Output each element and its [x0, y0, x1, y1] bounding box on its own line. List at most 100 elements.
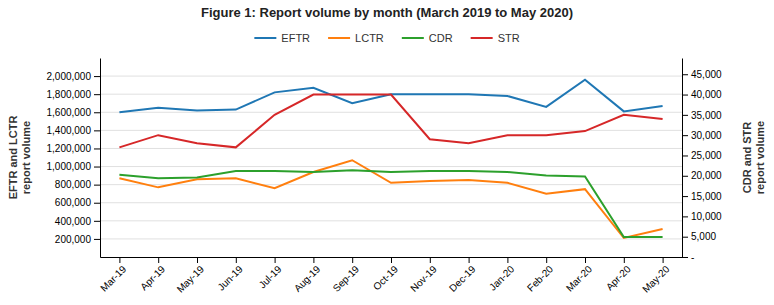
x-tick-mark [158, 257, 159, 263]
y-tick-mark [94, 203, 100, 204]
x-tick: Jul-19 [257, 257, 284, 290]
y2-tick: 15,000 [682, 191, 722, 202]
series-lines [119, 80, 662, 238]
y2-tick-label: 15,000 [691, 191, 722, 202]
x-tick-label: Mar-20 [564, 263, 594, 293]
x-tick-mark [507, 257, 508, 263]
y2-tick: 5,000 [682, 231, 716, 242]
y2-tick-label: 5,000 [691, 231, 716, 242]
legend-item: STR [471, 32, 520, 44]
y2-tick-label: 35,000 [691, 110, 722, 121]
y2-tick: 35,000 [682, 110, 722, 121]
y2-tick: 30,000 [682, 130, 722, 141]
y-tick-mark [94, 185, 100, 186]
x-tick-mark [313, 257, 314, 263]
legend-item: LCTR [328, 32, 384, 44]
legend-label: CDR [429, 32, 453, 44]
y-tick: 1,800,000 [47, 89, 101, 100]
legend-label: STR [498, 32, 520, 44]
x-tick: Aug-19 [292, 257, 323, 294]
y-tick-label: 1,200,000 [47, 143, 92, 154]
x-tick-label: Mar-19 [98, 263, 128, 293]
y-tick: 1,400,000 [47, 125, 101, 136]
y-tick-label: 400,000 [55, 216, 92, 227]
x-tick-label: Dec-19 [447, 263, 478, 294]
x-tick: Jan-20 [487, 257, 517, 293]
grid [100, 76, 682, 239]
x-tick-label: Jan-20 [487, 263, 517, 293]
x-tick: Apr-19 [138, 257, 167, 292]
y-tick-label: 1,600,000 [47, 107, 92, 118]
y-tick-mark [94, 167, 100, 168]
x-tick-mark [624, 257, 625, 263]
x-tick-mark [197, 257, 198, 263]
x-tick-label: Nov-19 [408, 263, 439, 294]
y-tick-mark [94, 221, 100, 222]
y-tick-mark [94, 94, 100, 95]
grid-line [100, 220, 682, 221]
x-tick-label: Feb-20 [525, 263, 555, 293]
x-tick: Oct-19 [371, 257, 400, 292]
y2-tick-mark [682, 237, 688, 238]
y2-tick-label: 45,000 [691, 69, 722, 80]
grid-line [100, 130, 682, 131]
y-axis: 200,000400,000600,000800,0001,000,0001,2… [47, 59, 101, 258]
y-tick: 800,000 [55, 179, 100, 190]
title: Figure 1: Report volume by month (March … [201, 5, 573, 20]
y-tick-mark [94, 130, 100, 131]
y2-tick-mark [682, 74, 688, 75]
legend-label: EFTR [281, 32, 310, 44]
y2-tick: 20,000 [682, 170, 722, 181]
grid-line [100, 184, 682, 185]
y-tick: 2,000,000 [47, 71, 101, 82]
y2-tick-label: 10,000 [691, 211, 722, 222]
x-tick: Sep-19 [331, 257, 362, 294]
plot: 200,000400,000600,000800,0001,000,0001,2… [47, 59, 723, 295]
x-tick-label: Oct-19 [371, 263, 400, 292]
y2-tick: 45,000 [682, 69, 722, 80]
y-tick-label: 800,000 [55, 179, 92, 190]
x-tick-label: May-20 [640, 263, 672, 295]
y2-tick-label: 25,000 [691, 150, 722, 161]
x-tick: Apr-20 [604, 257, 633, 292]
series-line [119, 95, 662, 148]
x-tick-mark [275, 257, 276, 263]
y2-tick-mark [682, 216, 688, 217]
legend-swatch [328, 37, 350, 39]
x-tick-mark [391, 257, 392, 263]
x-tick-mark [236, 257, 237, 263]
x-tick-label: Sep-19 [331, 263, 362, 294]
legend-swatch [254, 37, 276, 39]
y-tick-mark [94, 112, 100, 113]
y2-tick: 10,000 [682, 211, 722, 222]
x-tick-mark [352, 257, 353, 263]
x-tick-mark [430, 257, 431, 263]
y2-axis-title: CDR and STRreport volume [741, 121, 766, 194]
grid-line [100, 166, 682, 167]
x-tick: Nov-19 [408, 257, 439, 294]
x-tick-label: Apr-19 [138, 263, 167, 292]
x-tick-mark [469, 257, 470, 263]
grid-line [100, 148, 682, 149]
y-tick: 600,000 [55, 197, 100, 208]
grid-line [100, 76, 682, 77]
y2-tick-label: - [691, 252, 694, 263]
y-tick-label: 1,000,000 [47, 161, 92, 172]
y-tick: 1,000,000 [47, 161, 101, 172]
legend-item: CDR [402, 32, 453, 44]
legend: EFTR LCTR CDR STR [254, 32, 519, 44]
x-tick: Dec-19 [447, 257, 478, 294]
y-tick-mark [94, 76, 100, 77]
grid-line [100, 112, 682, 113]
x-tick-mark [546, 257, 547, 263]
x-tick-mark [585, 257, 586, 263]
y2-tick: - [682, 252, 694, 263]
y2-tick-mark [682, 176, 688, 177]
x-tick: May-20 [640, 257, 672, 295]
y-tick-label: 600,000 [55, 197, 92, 208]
x-tick-label: Jul-19 [257, 263, 284, 290]
y2-tick-label: 40,000 [691, 89, 722, 100]
x-tick-mark [663, 257, 664, 263]
y-axis-title: EFTR and LCTRreport volume [7, 116, 32, 200]
y2-tick: 40,000 [682, 89, 722, 100]
